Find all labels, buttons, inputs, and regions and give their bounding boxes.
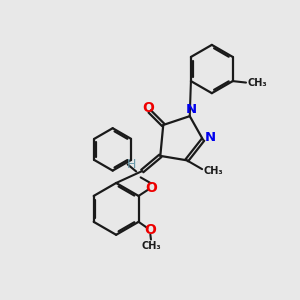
Text: O: O [145,181,157,195]
Text: CH₃: CH₃ [248,78,267,88]
Text: O: O [142,101,154,116]
Text: N: N [186,103,197,116]
Text: CH₃: CH₃ [141,241,161,251]
Text: O: O [144,223,156,237]
Text: H: H [126,158,136,171]
Text: N: N [205,131,216,144]
Text: CH₃: CH₃ [204,167,223,176]
